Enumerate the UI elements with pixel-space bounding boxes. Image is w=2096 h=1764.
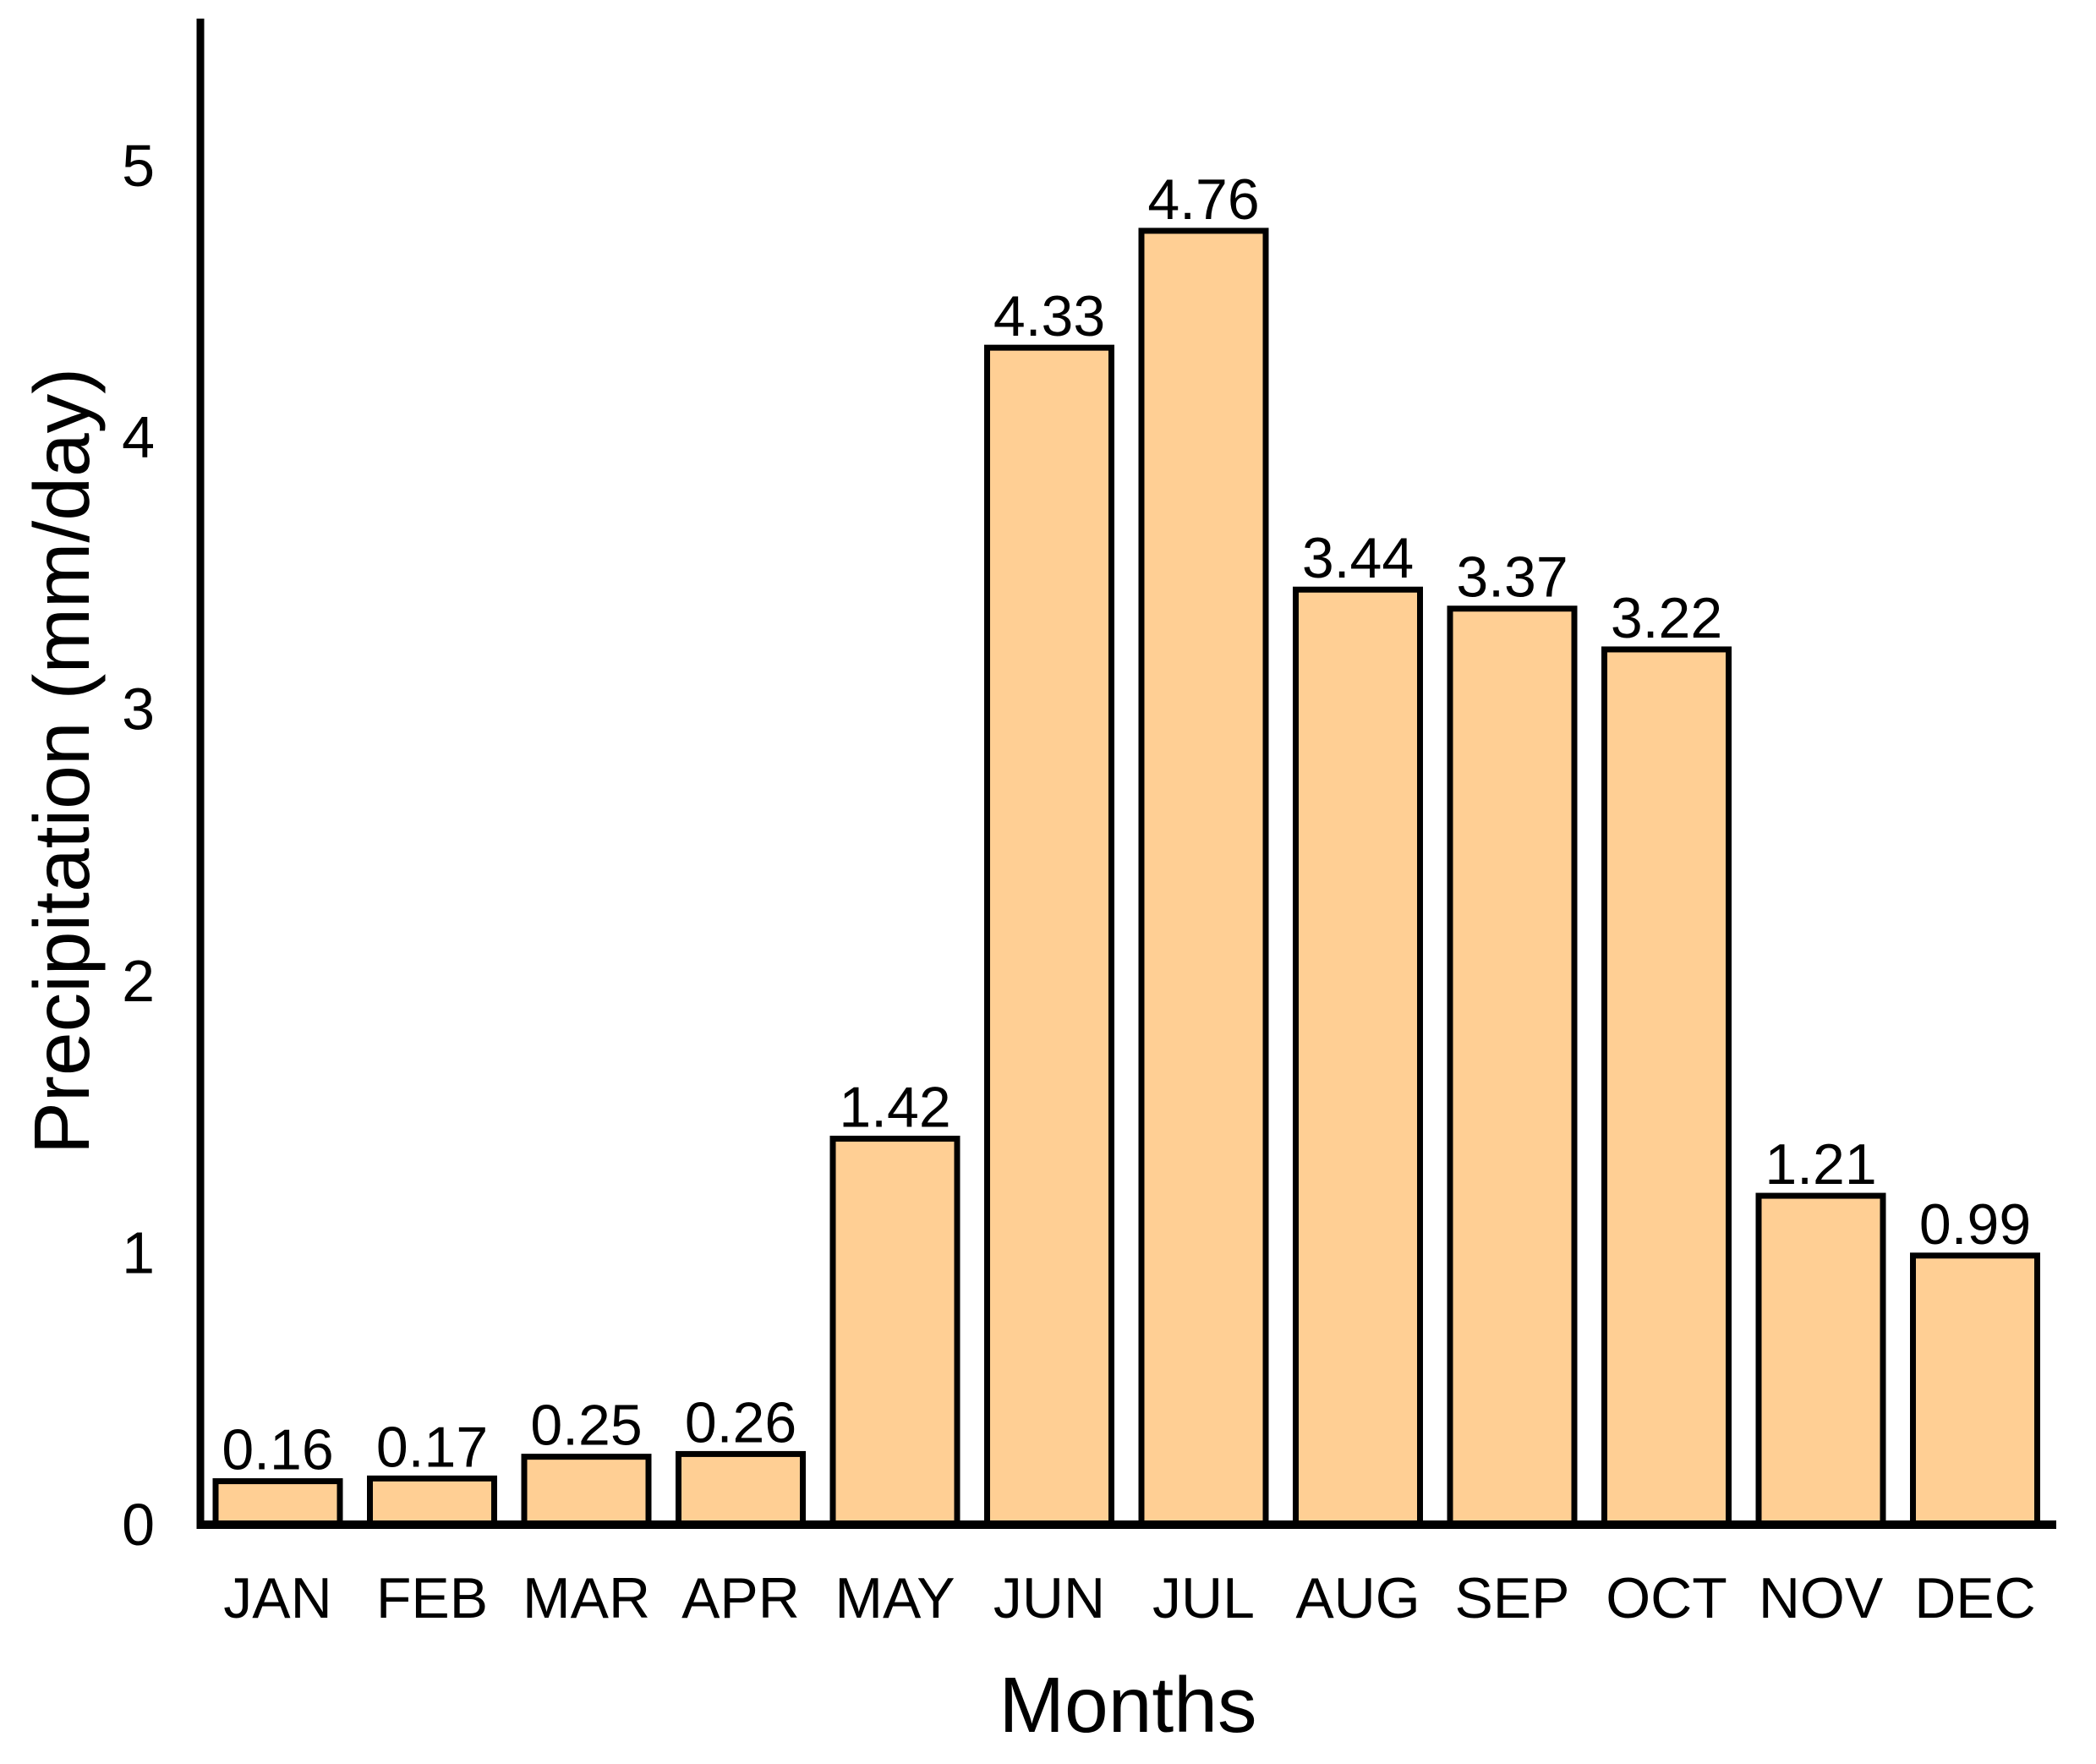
x-tick-label-jun: JUN: [993, 1566, 1105, 1630]
x-tick-label-aug: AUG: [1295, 1566, 1420, 1630]
bar-apr: [676, 1450, 806, 1528]
x-tick-label-jul: JUL: [1152, 1566, 1255, 1630]
y-axis-title: Precipitation (mm/day): [18, 368, 106, 1154]
x-tick-label-dec: DEC: [1914, 1566, 2036, 1630]
bar-aug: [1293, 586, 1423, 1528]
bar-value-label-feb: 0.17: [376, 1415, 488, 1479]
x-tick-label-sep: SEP: [1454, 1566, 1569, 1630]
bar-value-label-dec: 0.99: [1919, 1192, 2031, 1257]
bar-jan: [212, 1478, 343, 1528]
bar-value-label-jun: 4.33: [993, 284, 1105, 348]
bar-value-label-jan: 0.16: [222, 1418, 333, 1482]
x-tick-label-jan: JAN: [223, 1566, 331, 1630]
x-tick-label-oct: OCT: [1606, 1566, 1727, 1630]
bar-value-label-nov: 1.21: [1765, 1132, 1876, 1197]
bar-value-labels-layer: 0.16 0.17 0.25 0.26 1.42 4.33 4.76 3.44 3.37 3.22…: [222, 167, 2031, 1482]
bar-value-label-sep: 3.37: [1456, 545, 1568, 610]
x-axis-title: Months: [999, 1661, 1257, 1749]
x-tick-label-nov: NOV: [1759, 1566, 1884, 1630]
y-tick-label-1: 1: [122, 1220, 155, 1286]
y-tick-label-4: 4: [122, 404, 155, 470]
bar-value-label-aug: 3.44: [1302, 526, 1414, 590]
y-tick-label-5: 5: [122, 133, 155, 199]
bar-jul: [1138, 227, 1269, 1528]
bar-mar: [521, 1454, 652, 1528]
x-axis-tick-labels-layer: JAN FEB MAR APR MAY JUN JUL AUG SEP OCT NOV DEC: [223, 1566, 2036, 1630]
bars-layer: [212, 227, 2040, 1528]
y-axis-tick-labels-layer: 0 1 2 3 4 5: [122, 133, 155, 1558]
y-tick-label-3: 3: [122, 677, 155, 742]
x-tick-label-mar: MAR: [523, 1566, 650, 1630]
bar-feb: [367, 1475, 497, 1528]
bar-jun: [984, 344, 1114, 1528]
bar-value-label-apr: 0.26: [685, 1390, 796, 1454]
x-tick-label-apr: APR: [681, 1566, 800, 1630]
bar-nov: [1755, 1192, 1886, 1528]
bar-value-label-jul: 4.76: [1147, 167, 1259, 232]
bar-value-label-may: 1.42: [839, 1076, 950, 1140]
x-tick-label-feb: FEB: [376, 1566, 488, 1630]
bar-value-label-oct: 3.22: [1611, 586, 1722, 650]
y-tick-label-0: 0: [122, 1492, 155, 1558]
y-tick-label-2: 2: [122, 948, 155, 1014]
bar-may: [829, 1136, 960, 1528]
bar-oct: [1601, 646, 1732, 1528]
x-tick-label-may: MAY: [835, 1566, 955, 1630]
bar-sep: [1447, 605, 1578, 1528]
bar-value-label-mar: 0.25: [530, 1394, 642, 1458]
bar-dec: [1910, 1252, 2040, 1528]
